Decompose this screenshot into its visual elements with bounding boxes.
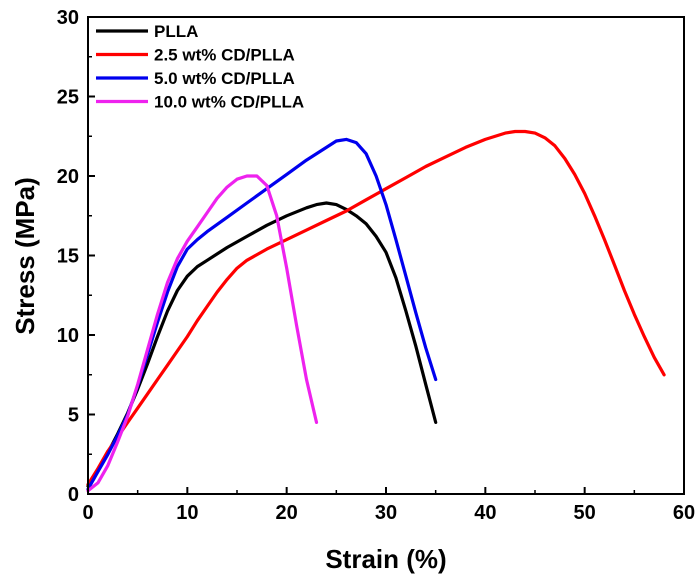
legend-label-2: 5.0 wt% CD/PLLA — [154, 69, 295, 88]
y-tick-label: 25 — [57, 87, 79, 109]
y-axis-title: Stress (MPa) — [10, 177, 40, 335]
x-tick-label: 20 — [276, 502, 298, 524]
legend: PLLA 2.5 wt% CD/PLLA 5.0 wt% CD/PLLA 10.0 w… — [96, 22, 304, 112]
y-tick-label: 0 — [68, 484, 79, 506]
legend-label-1: 2.5 wt% CD/PLLA — [154, 46, 295, 65]
x-tick-label: 60 — [673, 502, 695, 524]
legend-label-0: PLLA — [154, 22, 198, 41]
x-axis-title: Strain (%) — [325, 544, 446, 574]
series-line-3 — [86, 174, 319, 493]
x-tick-label: 40 — [474, 502, 496, 524]
x-tick-label: 50 — [574, 502, 596, 524]
legend-label-3: 10.0 wt% CD/PLLA — [154, 93, 304, 112]
tick-layer: 0 10 20 30 40 50 60 0 5 10 15 20 25 30 — [57, 7, 695, 524]
series-layer — [86, 129, 666, 493]
y-tick-label: 10 — [57, 325, 79, 347]
y-tick-label: 20 — [57, 166, 79, 188]
series-line-0 — [86, 201, 438, 488]
x-tick-label: 30 — [375, 502, 397, 524]
series-line-1 — [86, 129, 666, 487]
x-tick-label: 0 — [82, 502, 93, 524]
x-tick-label: 10 — [176, 502, 198, 524]
y-tick-label: 30 — [57, 7, 79, 29]
y-tick-label: 15 — [57, 246, 79, 268]
y-tick-label: 5 — [68, 405, 79, 427]
